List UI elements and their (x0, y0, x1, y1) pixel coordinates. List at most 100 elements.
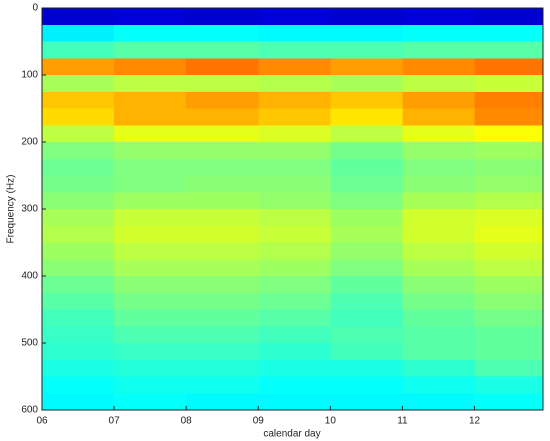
heatmap-cell (114, 343, 187, 361)
heatmap-cell (42, 142, 115, 160)
heatmap-cell (402, 393, 476, 411)
heatmap-cell (114, 326, 187, 344)
heatmap-cell (258, 309, 331, 327)
heatmap-cell (186, 108, 259, 126)
heatmap-cell (42, 175, 115, 193)
heatmap-cell (258, 75, 331, 93)
heatmap-cell (186, 192, 259, 210)
heatmap-cell (186, 24, 259, 42)
x-axis-label: calendar day (263, 429, 320, 440)
heatmap-cell (258, 276, 331, 294)
heatmap-cell (330, 326, 403, 344)
heatmap-cell (402, 309, 476, 327)
heatmap-cell (258, 41, 331, 59)
heatmap-cell (186, 8, 259, 26)
heatmap-cell (186, 75, 259, 93)
heatmap-cell (330, 91, 403, 109)
heatmap-cell (474, 41, 544, 59)
heatmap-cell (402, 242, 476, 260)
heatmap-cell (402, 192, 476, 210)
heatmap-cell (474, 343, 544, 361)
heatmap-cell (114, 58, 187, 76)
heatmap-cell (330, 142, 403, 160)
heatmap-cell (186, 343, 259, 361)
heatmap-cell (42, 393, 115, 411)
heatmap-cell (474, 209, 544, 227)
x-tick-label: 12 (469, 416, 481, 427)
heatmap-cell (402, 125, 476, 143)
heatmap-cell (402, 326, 476, 344)
heatmap-cell (114, 75, 187, 93)
heatmap-cell (402, 225, 476, 243)
heatmap-cell (186, 158, 259, 176)
heatmap-cell (114, 142, 187, 160)
heatmap-cell (42, 309, 115, 327)
heatmap-cell (258, 326, 331, 344)
heatmap-cell (114, 292, 187, 310)
heatmap-cell (42, 75, 115, 93)
heatmap-cell (114, 41, 187, 59)
heatmap-cell (258, 8, 331, 26)
heatmap-cell (186, 309, 259, 327)
y-tick-label: 600 (21, 405, 38, 416)
heatmap-cell (330, 276, 403, 294)
heatmap-cell (42, 8, 115, 26)
heatmap-cell (186, 41, 259, 59)
heatmap-cell (474, 8, 544, 26)
heatmap-cell (258, 175, 331, 193)
heatmap-cell (402, 158, 476, 176)
heatmap-cell (330, 259, 403, 277)
heatmap-cell (330, 192, 403, 210)
heatmap-cell (402, 359, 476, 377)
heatmap-cell (42, 158, 115, 176)
heatmap-cell (474, 225, 544, 243)
heatmap-cell (42, 192, 115, 210)
heatmap-cell (330, 108, 403, 126)
heatmap-cell (42, 376, 115, 394)
y-tick-label: 400 (21, 271, 38, 282)
y-tick-label: 300 (21, 204, 38, 215)
heatmap-cell (114, 108, 187, 126)
heatmap-cell (474, 125, 544, 143)
heatmap-cell (330, 209, 403, 227)
heatmap-cell (186, 359, 259, 377)
heatmap-cell (330, 8, 403, 26)
heatmap-cell (474, 292, 544, 310)
heatmap-cell (474, 142, 544, 160)
heatmap-cell (42, 343, 115, 361)
heatmap-cell (474, 276, 544, 294)
heatmap-cell (330, 343, 403, 361)
y-tick-label: 200 (21, 137, 38, 148)
heatmap-cell (402, 91, 476, 109)
heatmap-cell (402, 75, 476, 93)
heatmap-cell (42, 292, 115, 310)
heatmap-cell (114, 24, 187, 42)
heatmap-cell (474, 326, 544, 344)
heatmap-cell (330, 225, 403, 243)
heatmap-cell (258, 142, 331, 160)
heatmap-cell (474, 309, 544, 327)
heatmap-cell (258, 393, 331, 411)
heatmap-cell (402, 209, 476, 227)
heatmap-cell (330, 359, 403, 377)
heatmap-cell (330, 125, 403, 143)
heatmap-cell (186, 292, 259, 310)
heatmap-cell (186, 209, 259, 227)
heatmap-cell (402, 58, 476, 76)
heatmap-cell (330, 393, 403, 411)
heatmap-cell (258, 58, 331, 76)
heatmap-cell (186, 276, 259, 294)
heatmap-cell (186, 91, 259, 109)
heatmap-cell (114, 242, 187, 260)
heatmap-cell (258, 209, 331, 227)
heatmap-cell (114, 209, 187, 227)
heatmap-cell (402, 175, 476, 193)
heatmap-cell (186, 175, 259, 193)
heatmap-cell (258, 125, 331, 143)
heatmap-cell (258, 376, 331, 394)
heatmap-cell (258, 91, 331, 109)
heatmap-cell (258, 292, 331, 310)
heatmap-cell (114, 359, 187, 377)
heatmap-cell (42, 91, 115, 109)
heatmap-cell (114, 376, 187, 394)
